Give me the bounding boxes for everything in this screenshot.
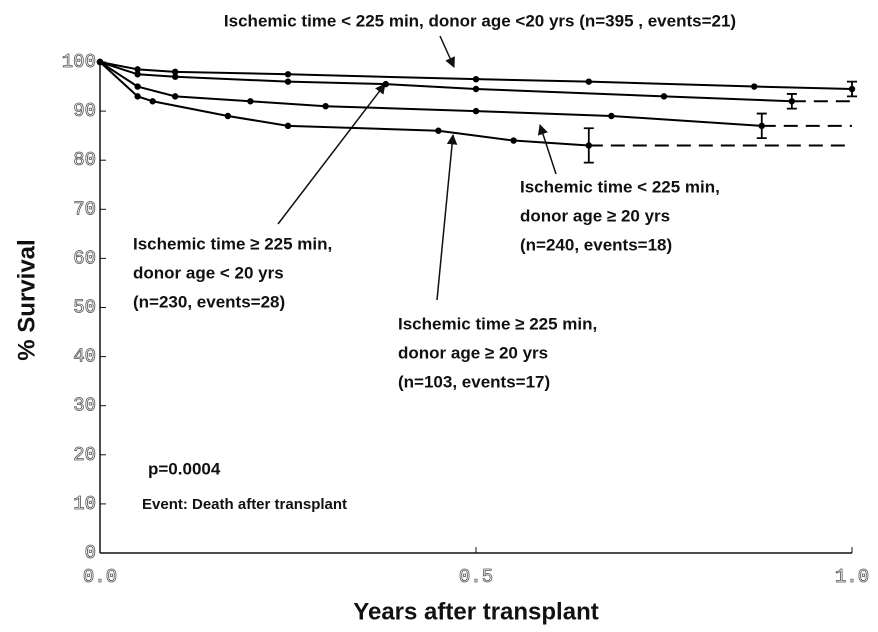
point <box>134 66 141 73</box>
error-bar <box>756 112 767 140</box>
point <box>660 93 668 100</box>
survival-line <box>99 61 792 103</box>
error-bar <box>786 93 797 110</box>
annotation: Ischemic time ≥ 225 min, <box>133 234 332 253</box>
survival-line <box>99 61 762 127</box>
point <box>284 122 292 130</box>
point <box>472 75 480 83</box>
p-value: p=0.0004 <box>148 459 221 478</box>
y-tick-label: 30 <box>73 395 96 417</box>
point <box>472 85 480 93</box>
error-bar <box>583 127 594 164</box>
annotation: donor age ≥ 20 yrs <box>520 206 670 225</box>
survival-line <box>99 61 853 91</box>
y-tick-label: 80 <box>73 149 96 171</box>
point <box>134 93 141 100</box>
point <box>224 112 232 120</box>
annotation: (n=230, events=28) <box>133 292 285 311</box>
point <box>149 98 156 105</box>
y-tick-label: 0 <box>85 542 96 564</box>
annotation: donor age < 20 yrs <box>133 263 284 282</box>
annotation: donor age ≥ 20 yrs <box>398 343 548 362</box>
point <box>247 98 254 105</box>
annotation: (n=240, events=18) <box>520 235 672 254</box>
point <box>322 102 329 110</box>
point <box>284 78 292 85</box>
annotation: Ischemic time ≥ 225 min, <box>398 314 597 333</box>
error-bar <box>847 80 857 98</box>
point <box>382 80 389 88</box>
event-note: Event: Death after transplant <box>142 496 347 513</box>
point <box>510 137 517 144</box>
point <box>134 83 141 90</box>
x-axis-title: Years after transplant <box>353 598 598 625</box>
point <box>608 112 615 120</box>
point <box>751 83 758 90</box>
y-axis-title: % Survival <box>13 239 40 360</box>
x-tick-label: 0.0 <box>83 566 117 588</box>
point <box>172 68 179 76</box>
point <box>435 127 442 134</box>
y-tick-label: 60 <box>73 247 96 269</box>
point <box>585 78 592 85</box>
point <box>134 71 141 78</box>
annotation: Ischemic time < 225 min, donor age <20 y… <box>224 11 736 30</box>
annotation: (n=103, events=17) <box>398 372 550 391</box>
y-tick-label: 90 <box>73 100 96 122</box>
y-tick-label: 40 <box>73 346 96 368</box>
y-tick-label: 10 <box>73 493 96 515</box>
y-tick-label: 50 <box>73 297 96 319</box>
point <box>472 107 480 115</box>
point <box>172 73 179 80</box>
y-tick-label: 20 <box>73 444 96 466</box>
point <box>284 71 292 78</box>
y-tick-label: 70 <box>73 198 96 220</box>
x-tick-label: 0.5 <box>459 566 493 588</box>
point <box>172 93 179 100</box>
y-tick-label: 100 <box>62 51 96 73</box>
annotation: Ischemic time < 225 min, <box>520 177 720 196</box>
x-tick-label: 1.0 <box>835 566 869 588</box>
point <box>96 58 104 66</box>
